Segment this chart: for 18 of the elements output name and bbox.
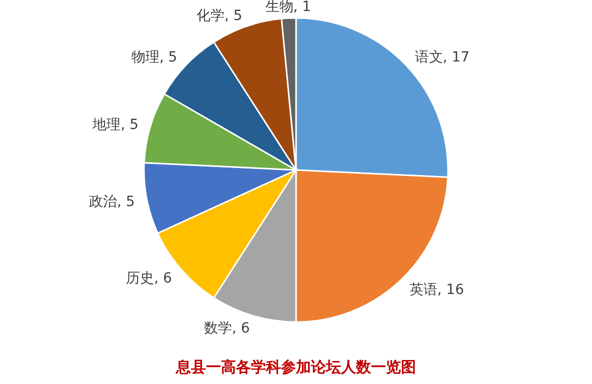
data-label: , 5	[224, 8, 242, 24]
slice-label: 数学	[204, 320, 232, 337]
slice-label: 英语	[409, 282, 438, 298]
data-label: , 17	[442, 50, 470, 66]
slice-label: 地理	[92, 116, 121, 133]
slice-label: 物理	[131, 50, 160, 66]
text: 息县一高各学科参加论坛人数一览图	[175, 358, 416, 376]
data-label: , 5	[116, 194, 135, 210]
slice-label: 历史	[126, 270, 154, 286]
data-label: , 5	[159, 50, 178, 66]
slice-label: 化学	[196, 8, 224, 24]
data-label: , 6	[154, 270, 172, 286]
data-label: , 1	[293, 0, 312, 16]
slice-label: 政治	[88, 194, 117, 210]
data-label: , 6	[232, 320, 250, 337]
slice-label: 语文	[414, 50, 443, 66]
data-label: , 5	[120, 116, 138, 133]
data-label: , 16	[437, 282, 464, 298]
